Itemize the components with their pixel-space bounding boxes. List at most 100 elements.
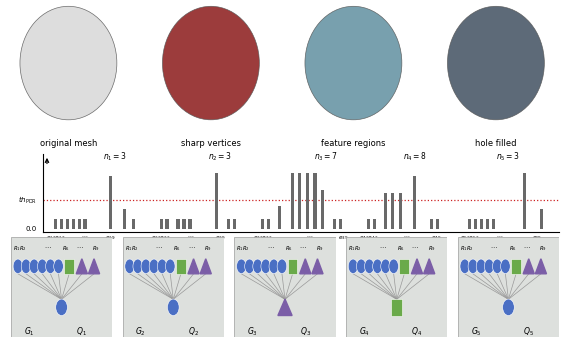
Bar [436,219,439,229]
Bar [261,219,264,229]
Ellipse shape [141,259,150,274]
Text: $e_{59}$: $e_{59}$ [532,234,543,241]
Bar [182,219,186,229]
Bar [188,219,192,229]
Text: $R_6$: $R_6$ [173,244,181,253]
Ellipse shape [364,259,374,274]
Ellipse shape [125,259,135,274]
Text: $G_2$: $G_2$ [136,325,146,338]
Text: $\cdots$: $\cdots$ [267,244,275,249]
Text: $Q_4$: $Q_4$ [412,325,422,338]
Ellipse shape [54,259,63,274]
Ellipse shape [500,259,510,274]
Text: $e_{31}e_{32}$: $e_{31}e_{32}$ [253,234,272,241]
Polygon shape [88,259,100,274]
Text: $R_9$: $R_9$ [204,244,212,253]
FancyBboxPatch shape [458,237,559,337]
Bar [474,219,477,229]
Text: $e_{19}$: $e_{19}$ [105,234,116,241]
Ellipse shape [389,259,398,274]
Bar [492,219,495,229]
Text: $R_6$: $R_6$ [397,244,405,253]
Ellipse shape [484,259,494,274]
Bar [400,259,409,274]
Text: $e_{39}$: $e_{39}$ [337,234,348,241]
Bar [66,219,69,229]
Bar [227,219,230,229]
Text: $\cdots$: $\cdots$ [378,244,386,249]
Text: $\cdots$: $\cdots$ [306,234,313,239]
Bar [384,193,387,229]
Bar [291,173,294,229]
Ellipse shape [21,259,31,274]
FancyBboxPatch shape [123,237,224,337]
Text: $Q_2$: $Q_2$ [188,325,199,338]
Text: $G_3$: $G_3$ [247,325,258,338]
Bar [399,193,402,229]
Ellipse shape [269,259,279,274]
Bar [177,219,180,229]
Text: $e_{41}e_{42}$: $e_{41}e_{42}$ [359,234,378,241]
Bar [314,173,317,229]
Text: $\cdots$: $\cdots$ [43,244,51,249]
Bar [391,299,402,316]
Ellipse shape [20,6,117,120]
Bar [278,206,281,229]
Text: $R_6$: $R_6$ [62,244,70,253]
Text: $R_9$: $R_9$ [92,244,100,253]
Polygon shape [535,259,547,274]
Ellipse shape [381,259,390,274]
Ellipse shape [476,259,486,274]
Text: $G_5$: $G_5$ [471,325,482,338]
Ellipse shape [373,259,382,274]
Text: $R_1 R_2$: $R_1 R_2$ [460,244,474,253]
Ellipse shape [503,299,514,316]
Bar [78,219,81,229]
Ellipse shape [133,259,142,274]
Text: $R_9$: $R_9$ [316,244,324,253]
Bar [233,219,237,229]
Text: $R_6$: $R_6$ [285,244,293,253]
Ellipse shape [157,259,167,274]
Text: $e_{21}e_{22}$: $e_{21}e_{22}$ [152,234,171,241]
Bar [176,259,186,274]
Text: $\cdots$: $\cdots$ [188,244,196,249]
Bar [64,259,74,274]
Bar [339,219,342,229]
Ellipse shape [468,259,478,274]
Bar [468,219,471,229]
Bar [165,219,169,229]
Bar [288,259,298,274]
Bar [391,193,394,229]
Bar [480,219,483,229]
Bar [486,219,489,229]
Ellipse shape [356,259,366,274]
Bar [60,219,63,229]
Bar [123,209,127,229]
Text: $\cdots$: $\cdots$ [490,244,498,249]
Text: 0.0: 0.0 [26,226,37,232]
Text: $n_3 = 7$: $n_3 = 7$ [314,150,338,163]
Bar [160,219,163,229]
Ellipse shape [149,259,159,274]
Ellipse shape [261,259,271,274]
FancyBboxPatch shape [11,237,112,337]
Text: hole filled: hole filled [475,139,516,148]
Polygon shape [278,299,292,316]
Text: $R_1 R_2$: $R_1 R_2$ [237,244,250,253]
Text: $G_4$: $G_4$ [359,325,370,338]
Text: $R_1 R_2$: $R_1 R_2$ [125,244,139,253]
Bar [523,173,526,229]
Text: $n_1 = 3$: $n_1 = 3$ [103,150,127,163]
Text: sharp vertices: sharp vertices [181,139,241,148]
Text: $n_5 = 3$: $n_5 = 3$ [496,150,520,163]
Text: $\cdots$: $\cdots$ [187,234,194,239]
Ellipse shape [245,259,254,274]
Text: $\cdots$: $\cdots$ [155,244,163,249]
Ellipse shape [492,259,502,274]
Ellipse shape [277,259,287,274]
Text: $R_1 R_2$: $R_1 R_2$ [348,244,362,253]
Text: $Q_3$: $Q_3$ [300,325,311,338]
Bar [109,176,112,229]
Text: $e_{51}e_{52}$: $e_{51}e_{52}$ [460,234,479,241]
